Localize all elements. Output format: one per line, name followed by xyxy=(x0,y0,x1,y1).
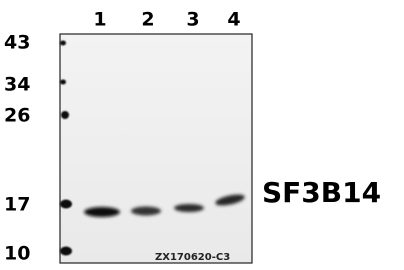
lane-label: 3 xyxy=(186,9,199,31)
blot-figure: 1 2 3 4 43 34 26 17 10 SF3B14 ZX170620-C… xyxy=(0,0,404,266)
band xyxy=(131,207,161,216)
marker-label: 34 xyxy=(4,74,30,96)
sample-code: ZX170620-C3 xyxy=(155,252,230,263)
marker-label: 43 xyxy=(4,32,30,54)
target-label: SF3B14 xyxy=(262,176,381,209)
marker-label: 17 xyxy=(4,194,30,216)
lane-label: 4 xyxy=(227,9,240,31)
lane-label: 2 xyxy=(141,9,154,31)
marker-label: 26 xyxy=(4,105,30,127)
band xyxy=(84,207,120,217)
membrane xyxy=(60,34,252,263)
band xyxy=(174,204,204,212)
page: 1 2 3 4 43 34 26 17 10 SF3B14 ZX170620-C… xyxy=(0,0,404,266)
lane-label: 1 xyxy=(93,9,106,31)
marker-label: 10 xyxy=(4,243,30,265)
